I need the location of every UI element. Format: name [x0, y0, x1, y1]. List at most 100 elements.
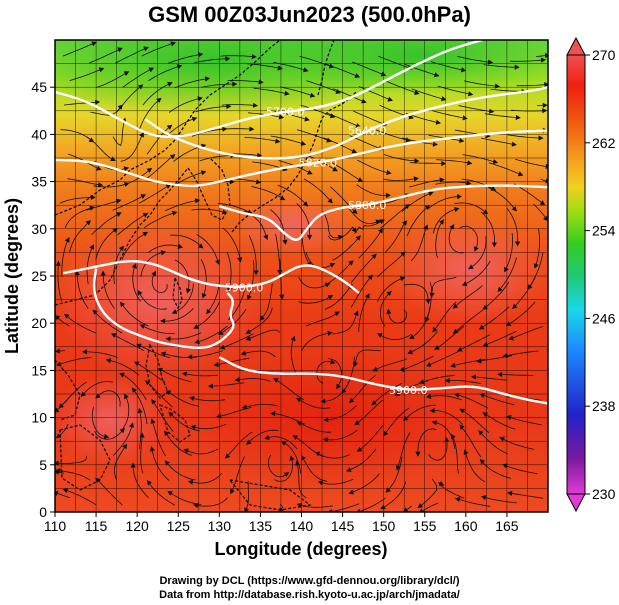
- wind-arrow: [431, 420, 438, 426]
- colorbar-frame: [566, 54, 586, 495]
- wind-arrow: [189, 396, 195, 401]
- wind-arrow: [194, 198, 201, 204]
- wind-arrow: [251, 54, 257, 60]
- streamline: [114, 445, 126, 481]
- streamline: [384, 222, 406, 253]
- wind-arrow: [353, 310, 359, 316]
- wind-arrow: [457, 346, 463, 352]
- wind-arrow: [327, 330, 333, 336]
- streamline: [350, 255, 375, 284]
- wind-arrow: [150, 418, 156, 424]
- y-tick-label: 25: [31, 268, 47, 284]
- wind-arrow: [515, 114, 521, 121]
- wind-arrow: [146, 167, 153, 173]
- wind-arrow: [492, 159, 499, 165]
- wind-arrow: [356, 446, 363, 452]
- wind-arrow: [249, 126, 255, 132]
- streamline: [397, 432, 411, 468]
- coastline-japan-kyushu-honshu: [231, 117, 323, 233]
- streamline: [195, 106, 229, 113]
- contour-line: [144, 86, 548, 160]
- wind-arrow: [511, 141, 517, 147]
- wind-arrow: [461, 281, 468, 286]
- streamline: [480, 211, 495, 245]
- wind-arrow: [324, 282, 331, 288]
- streamline: [452, 436, 459, 474]
- streamline: [384, 407, 410, 435]
- wind-arrow: [380, 504, 386, 510]
- wind-arrow: [425, 298, 431, 305]
- wind-arrow: [478, 430, 484, 436]
- wind-arrow: [148, 67, 155, 73]
- streamline: [457, 56, 491, 63]
- wind-arrow: [197, 52, 204, 58]
- streamline: [69, 221, 90, 253]
- streamline: [298, 276, 328, 289]
- wind-arrow: [348, 397, 355, 404]
- x-tick-label: 145: [331, 518, 355, 534]
- wind-arrow: [502, 353, 508, 359]
- streamline: [160, 369, 192, 383]
- streamline: [148, 65, 180, 81]
- streamline: [253, 87, 287, 95]
- colorbar-tick-label: 230: [592, 486, 616, 502]
- wind-arrow: [479, 459, 486, 465]
- streamline: [148, 482, 176, 506]
- streamline: [60, 381, 87, 407]
- wind-arrow: [124, 181, 130, 187]
- wind-arrow: [139, 324, 146, 329]
- contour-label: 5900.0: [225, 281, 264, 294]
- streamline: [417, 428, 437, 454]
- streamline: [174, 283, 194, 313]
- wind-arrow: [169, 154, 176, 160]
- streamline: [484, 113, 518, 118]
- wind-arrow: [348, 260, 354, 266]
- streamline: [324, 262, 352, 286]
- streamline: [406, 206, 429, 237]
- streamline: [432, 410, 463, 425]
- wind-arrow: [142, 213, 149, 218]
- streamline: [435, 181, 469, 185]
- wind-arrow: [142, 231, 149, 237]
- streamline: [142, 83, 171, 106]
- wind-arrow: [263, 234, 269, 240]
- streamline: [330, 503, 360, 512]
- streamline: [138, 99, 160, 130]
- streamline: [136, 362, 166, 383]
- wind-arrow: [289, 455, 295, 461]
- streamline: [402, 355, 434, 371]
- wind-arrow: [452, 303, 459, 309]
- streamline: [431, 276, 457, 295]
- streamline: [138, 344, 171, 359]
- wind-arrow: [470, 374, 477, 380]
- streamline: [488, 162, 521, 175]
- streamline: [174, 259, 190, 291]
- wind-arrow: [335, 89, 341, 94]
- y-tick-label: 35: [31, 174, 47, 190]
- wind-arrow: [246, 439, 252, 445]
- wind-arrow: [295, 460, 301, 466]
- wind-arrow: [505, 321, 512, 326]
- wind-arrow: [327, 295, 334, 300]
- wind-arrow: [131, 387, 137, 393]
- wind-arrow: [354, 420, 360, 426]
- wind-arrow: [168, 411, 174, 417]
- wind-arrow: [279, 507, 284, 512]
- wind-arrow: [395, 465, 401, 471]
- wind-arrow: [226, 103, 232, 110]
- streamline: [142, 325, 175, 334]
- streamline: [247, 429, 279, 444]
- wind-arrow: [307, 169, 313, 175]
- wind-arrow: [200, 170, 207, 176]
- wind-arrow: [434, 345, 440, 350]
- wind-arrow: [515, 241, 521, 247]
- wind-arrow: [320, 398, 326, 404]
- streamline: [220, 55, 254, 58]
- streamline: [165, 432, 193, 456]
- streamline: [91, 213, 120, 236]
- wind-arrow: [329, 113, 336, 119]
- streamline: [226, 431, 253, 457]
- coastline-taiwan: [172, 275, 183, 310]
- wind-arrow: [123, 71, 130, 76]
- wind-arrow: [137, 407, 143, 414]
